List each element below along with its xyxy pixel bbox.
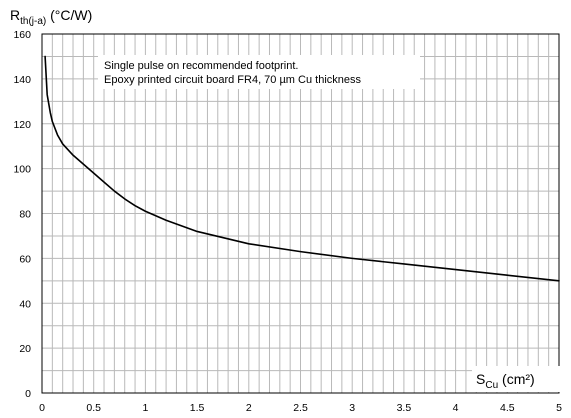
y-axis-title: Rth(j-a) (°C/W) xyxy=(10,7,92,27)
y-tick-label: 80 xyxy=(19,209,31,221)
series-line xyxy=(44,55,560,282)
y-tick-label: 120 xyxy=(13,119,31,131)
x-tick-label: 5 xyxy=(556,402,562,414)
annotation-line-2: Epoxy printed circuit board FR4, 70 µm C… xyxy=(104,74,362,86)
y-tick-label: 140 xyxy=(13,74,31,86)
y-tick-labels: 0 20 40 60 80 100 120 140 160 xyxy=(13,29,31,400)
x-tick-label: 1 xyxy=(142,402,148,414)
x-tick-label: 0.5 xyxy=(86,402,101,414)
axes xyxy=(41,33,560,394)
x-axis-title-background xyxy=(472,366,562,392)
annotation-background xyxy=(98,55,420,89)
y-tick-label: 0 xyxy=(25,388,31,400)
plot-frame xyxy=(41,33,560,394)
x-tick-label: 2 xyxy=(246,402,252,414)
x-tick-label: 1.5 xyxy=(190,402,205,414)
series xyxy=(44,55,560,282)
y-tick-label: 40 xyxy=(19,298,31,310)
y-axis-title-sub: th(j-a) xyxy=(20,16,46,27)
x-axis-title-sub: Cu xyxy=(485,380,498,391)
x-axis-title-main: S xyxy=(476,371,485,387)
y-tick-label: 160 xyxy=(13,29,31,41)
x-tick-label: 4.5 xyxy=(500,402,515,414)
x-axis-title: SCu (cm²) xyxy=(476,371,535,391)
y-axis-title-unit: (°C/W) xyxy=(46,7,92,23)
x-tick-label: 4 xyxy=(453,402,459,414)
y-tick-label: 20 xyxy=(19,343,31,355)
x-axis-title-unit: (cm²) xyxy=(498,371,535,387)
x-tick-labels: 0 0.5 1 1.5 2 2.5 3 3.5 4 4.5 5 xyxy=(39,402,562,414)
annotation-line-1: Single pulse on recommended footprint. xyxy=(104,60,298,72)
x-tick-label: 3.5 xyxy=(397,402,412,414)
x-tick-label: 0 xyxy=(39,402,45,414)
y-axis-title-main: R xyxy=(10,7,20,23)
x-tick-label: 3 xyxy=(349,402,355,414)
y-tick-label: 60 xyxy=(19,253,31,265)
grid xyxy=(42,34,559,393)
y-tick-label: 100 xyxy=(13,164,31,176)
x-tick-label: 2.5 xyxy=(293,402,308,414)
